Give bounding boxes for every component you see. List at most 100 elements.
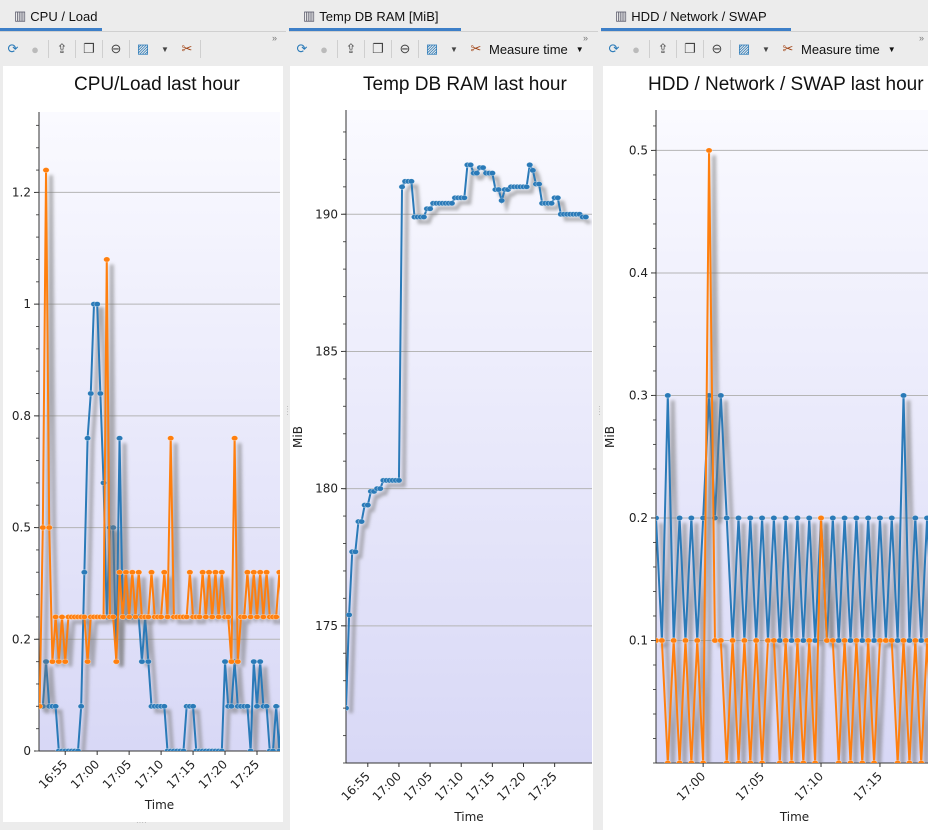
stop-icon[interactable]: ● [31, 41, 39, 57]
settings-tools-icon[interactable]: ✂ [782, 41, 794, 56]
data-point [876, 637, 884, 644]
data-point [227, 658, 235, 665]
data-point [835, 760, 843, 763]
data-point [39, 524, 47, 531]
data-point [799, 760, 807, 763]
x-tick-label: 16:55 [36, 757, 70, 791]
data-point [758, 515, 766, 521]
data-point [272, 703, 280, 710]
measure-time-dropdown[interactable]: Measure time ▼ [801, 42, 896, 57]
data-point [240, 614, 248, 620]
stop-icon[interactable]: ● [320, 41, 328, 57]
data-point [923, 637, 928, 644]
plot-background [346, 110, 592, 763]
data-point [61, 658, 69, 665]
chart-type-icon[interactable]: ▨ [425, 41, 439, 56]
export-icon[interactable]: ⇪ [56, 41, 68, 56]
zoom-out-icon[interactable]: ⊖ [711, 41, 723, 56]
dropdown-arrow-icon[interactable]: ▼ [450, 44, 458, 54]
x-tick-label: 17:15 [463, 769, 497, 803]
data-point [776, 760, 784, 763]
temp-db-ram-chart: 17518018519016:5517:0017:0517:1017:1517:… [291, 110, 592, 824]
export-icon[interactable]: ⇪ [657, 41, 669, 56]
toolbar-overflow-icon[interactable]: » [919, 33, 925, 43]
data-point [208, 614, 216, 620]
x-axis-label: Time [453, 810, 483, 824]
resize-grip-icon[interactable]: ···· [136, 818, 147, 827]
data-point [269, 748, 277, 751]
x-tick-label: 17:00 [68, 757, 102, 791]
chart-type-icon[interactable]: ▨ [737, 41, 751, 56]
toolbar-overflow-icon[interactable]: » [583, 33, 589, 43]
chart-tab-icon: ▥ [303, 8, 316, 23]
tab-hdd-network-swap[interactable]: ▥ HDD / Network / SWAP [615, 6, 767, 26]
export-icon[interactable]: ⇪ [345, 41, 357, 56]
data-point [183, 614, 191, 620]
settings-tools-icon[interactable]: ✂ [470, 41, 482, 56]
x-tick-label: 17:10 [132, 757, 166, 791]
toolbar-overflow-icon[interactable]: » [272, 33, 278, 43]
data-point [526, 161, 534, 168]
tab-temp-db-ram[interactable]: ▥ Temp DB RAM [MiB] [303, 6, 438, 26]
data-point [144, 658, 152, 665]
data-point [523, 183, 531, 190]
refresh-icon[interactable]: ⟳ [296, 41, 308, 56]
data-point [259, 614, 267, 620]
copy-icon[interactable]: ❐ [83, 41, 95, 56]
series-shadow [349, 163, 591, 714]
data-point [211, 569, 219, 576]
chart-tab-icon: ▥ [14, 8, 27, 23]
data-point [788, 760, 796, 763]
data-point [735, 515, 743, 521]
data-point [279, 704, 280, 709]
chart-type-icon[interactable]: ▨ [136, 41, 150, 56]
data-point [84, 658, 92, 665]
settings-tools-icon[interactable]: ✂ [181, 41, 193, 56]
data-point [799, 637, 807, 644]
refresh-icon[interactable]: ⟳ [7, 41, 19, 56]
divider [289, 31, 598, 32]
y-tick-label: 175 [315, 619, 338, 633]
data-point [358, 518, 366, 525]
toolbar: ⟳ ● ⇪ ❐ ⊖ ▨ ▼ ✂ Measure time ▼ [293, 38, 584, 60]
splitter-grip-icon[interactable]: ···· [595, 405, 604, 416]
data-point [852, 515, 860, 521]
dropdown-arrow-icon[interactable]: ▼ [161, 44, 169, 54]
x-tick-label: 17:15 [851, 769, 885, 803]
data-point [247, 748, 255, 751]
tab-cpu-load[interactable]: ▥ CPU / Load [14, 6, 98, 26]
data-point [858, 637, 866, 644]
y-tick-label: 0.2 [12, 632, 31, 646]
data-point [746, 515, 754, 521]
data-point [498, 197, 506, 204]
y-tick-label: 1 [23, 297, 31, 311]
data-point [420, 214, 428, 220]
stop-icon[interactable]: ● [632, 41, 640, 57]
data-point [234, 658, 242, 665]
copy-icon[interactable]: ❐ [684, 41, 696, 56]
refresh-icon[interactable]: ⟳ [608, 41, 620, 56]
data-point [163, 614, 171, 620]
data-point [693, 637, 701, 644]
data-point [148, 569, 156, 576]
data-point [495, 186, 503, 193]
data-point [247, 614, 255, 620]
data-point [128, 569, 136, 576]
data-point [253, 703, 261, 710]
data-point [841, 637, 849, 644]
data-point [116, 569, 124, 576]
data-point [279, 614, 280, 619]
measure-time-dropdown[interactable]: Measure time ▼ [489, 42, 584, 57]
data-point [199, 569, 207, 576]
dropdown-arrow-icon[interactable]: ▼ [762, 44, 770, 54]
zoom-out-icon[interactable]: ⊖ [399, 41, 411, 56]
data-point [776, 637, 784, 644]
y-tick-label: 0.3 [629, 388, 648, 402]
copy-icon[interactable]: ❐ [372, 41, 384, 56]
data-point [888, 515, 896, 521]
data-point [119, 614, 127, 620]
zoom-out-icon[interactable]: ⊖ [110, 41, 122, 56]
splitter-grip-icon[interactable]: ···· [283, 405, 292, 416]
data-point [664, 760, 672, 763]
data-point [376, 485, 384, 492]
